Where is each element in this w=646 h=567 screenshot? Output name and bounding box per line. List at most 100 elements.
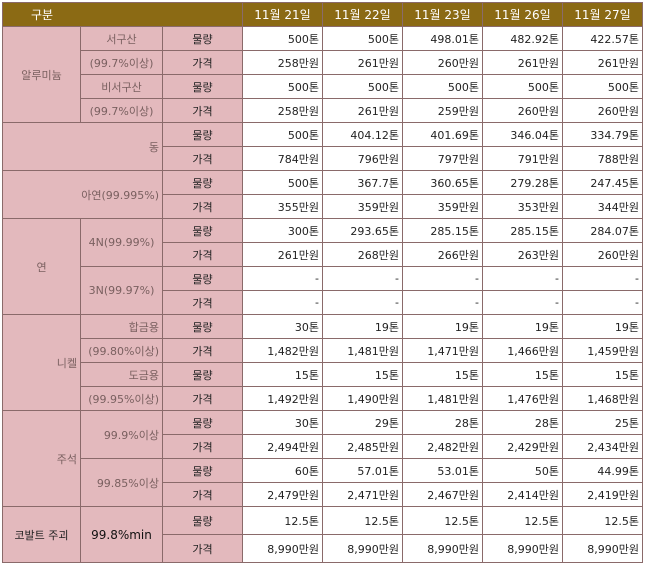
cell: 263만원 [482, 242, 563, 267]
cell: 30톤 [242, 314, 323, 339]
cell: 2,485만원 [322, 434, 403, 459]
cell: 19톤 [482, 314, 563, 339]
cell: 2,471만원 [322, 482, 403, 507]
cell: - [402, 266, 483, 291]
cell: 1,490만원 [322, 386, 403, 411]
cell: 15톤 [402, 362, 483, 387]
header-date: 11월 27일 [562, 2, 643, 27]
cell: 500톤 [242, 26, 323, 51]
table-row: 가격 2,479만원 2,471만원 2,467만원 2,414만원 2,419… [3, 482, 643, 507]
cell: 360.65톤 [402, 170, 483, 195]
cell: 268만원 [322, 242, 403, 267]
cell: 260만원 [402, 50, 483, 75]
header-date: 11월 22일 [322, 2, 403, 27]
cell: - [482, 290, 563, 315]
metal-nickel: 니켈 [2, 314, 81, 411]
table-row: 주석 99.9%이상 물량 30톤 29톤 28톤 28톤 25톤 [2, 410, 643, 507]
cell: 261만원 [322, 98, 403, 123]
table-row: 코발트 주괴 99.8%min 물량 12.5톤 12.5톤 12.5톤 12.… [2, 506, 643, 563]
table-row: 알루미늄 서구산 물량 500톤 500톤 498.01톤 482.92톤 42… [2, 26, 643, 123]
grade-name: 99.9%이상 [80, 410, 163, 459]
cell: 788만원 [562, 146, 643, 171]
cell: 19톤 [402, 314, 483, 339]
cell: 261만원 [242, 242, 323, 267]
table-row: 도금용 물량 15톤 15톤 15톤 15톤 15톤 [3, 362, 643, 387]
grade-name: 3N(99.97%) [80, 266, 163, 315]
price-label: 가격 [162, 534, 243, 563]
cell: 260만원 [562, 242, 643, 267]
table-row: 니켈 합금용 물량 30톤 19톤 19톤 19톤 19톤 [2, 314, 643, 411]
header-category: 구분 [2, 2, 243, 27]
cell: 1,476만원 [482, 386, 563, 411]
cell: - [322, 266, 403, 291]
qty-label: 물량 [162, 362, 243, 387]
qty-label: 물량 [162, 122, 243, 147]
table-row: (99.95%이상) 가격 1,492만원 1,490만원 1,481만원 1,… [3, 386, 643, 411]
cell: 260만원 [482, 98, 563, 123]
cell: 1,468만원 [562, 386, 643, 411]
cell: 353만원 [482, 194, 563, 219]
cell: 2,419만원 [562, 482, 643, 507]
cell: 29톤 [322, 410, 403, 435]
table-row: 가격 - - - - - [3, 290, 643, 315]
cell: 797만원 [402, 146, 483, 171]
cell: 346.04톤 [482, 122, 563, 147]
cell: 260만원 [562, 98, 643, 123]
cell: - [482, 266, 563, 291]
table-row: 3N(99.97%) 물량 - - - - - [3, 266, 643, 315]
grade-purity: (99.80%이상) [80, 338, 163, 363]
cell: 50톤 [482, 458, 563, 483]
cell: - [562, 290, 643, 315]
table-row: 연 4N(99.99%) 물량 300톤 293.65톤 285.15톤 285… [2, 218, 643, 315]
cell: 500톤 [242, 170, 323, 195]
cell: 279.28톤 [482, 170, 563, 195]
price-label: 가격 [162, 242, 243, 267]
cell: - [562, 266, 643, 291]
cell: 15톤 [562, 362, 643, 387]
grade-purity: 99.8%min [80, 506, 163, 563]
cell: 261만원 [562, 50, 643, 75]
cell: 784만원 [242, 146, 323, 171]
cell: 53.01톤 [402, 458, 483, 483]
cell: 12.5톤 [322, 506, 403, 535]
cell: - [242, 266, 323, 291]
table-row: 아연(99.995%) 물량 500톤 367.7톤 360.65톤 279.2… [2, 170, 643, 219]
qty-label: 물량 [162, 218, 243, 243]
cell: 247.45톤 [562, 170, 643, 195]
cell: - [242, 290, 323, 315]
metal-copper: 동 [2, 122, 163, 171]
cell: 285.15톤 [482, 218, 563, 243]
metal-aluminum: 알루미늄 [2, 26, 81, 123]
table-row: (99.7%이상) 가격 258만원 261만원 260만원 261만원 261… [3, 50, 643, 75]
header-row: 구분 11월 21일 11월 22일 11월 23일 11월 26일 11월 2… [2, 2, 643, 27]
header-date: 11월 23일 [402, 2, 483, 27]
cell: 2,482만원 [402, 434, 483, 459]
table-row: 가격 2,494만원 2,485만원 2,482만원 2,429만원 2,434… [3, 434, 643, 459]
cell: 791만원 [482, 146, 563, 171]
cell: 796만원 [322, 146, 403, 171]
cell: 359만원 [322, 194, 403, 219]
metal-lead: 연 [2, 218, 81, 315]
cell: 12.5톤 [402, 506, 483, 535]
cell: 1,482만원 [242, 338, 323, 363]
grade-name: 비서구산 [80, 74, 163, 99]
metal-cobalt: 코발트 주괴 [2, 506, 81, 563]
cell: 28톤 [402, 410, 483, 435]
cell: 8,990만원 [322, 534, 403, 563]
cell: 261만원 [322, 50, 403, 75]
cell: 355만원 [242, 194, 323, 219]
grade-name: 도금용 [80, 362, 163, 387]
cell: 12.5톤 [482, 506, 563, 535]
cell: 404.12톤 [322, 122, 403, 147]
cell: 1,459만원 [562, 338, 643, 363]
cell: 1,492만원 [242, 386, 323, 411]
cell: 2,429만원 [482, 434, 563, 459]
table-row: (99.7%이상) 가격 258만원 261만원 259만원 260만원 260… [3, 98, 643, 123]
cell: 8,990만원 [482, 534, 563, 563]
cell: 500톤 [242, 74, 323, 99]
cell: 500톤 [322, 74, 403, 99]
metal-zinc: 아연(99.995%) [2, 170, 163, 219]
cell: 19톤 [322, 314, 403, 339]
price-label: 가격 [162, 482, 243, 507]
